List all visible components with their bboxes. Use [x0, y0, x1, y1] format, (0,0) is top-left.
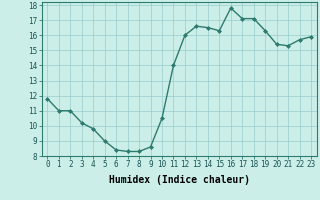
X-axis label: Humidex (Indice chaleur): Humidex (Indice chaleur) [109, 175, 250, 185]
